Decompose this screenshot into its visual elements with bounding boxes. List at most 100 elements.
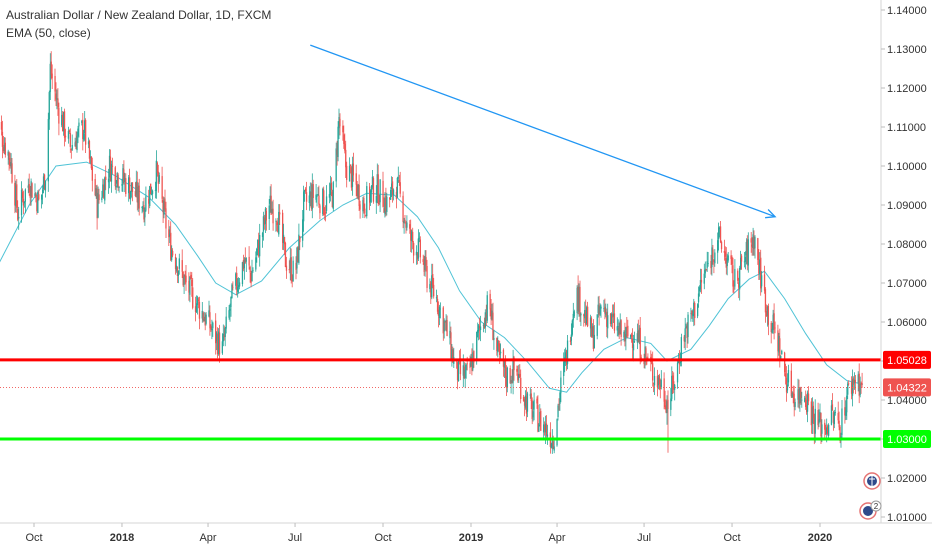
candle (806, 394, 808, 415)
candle (787, 364, 790, 387)
candle (854, 375, 856, 395)
candle (491, 303, 493, 321)
candle (791, 391, 793, 398)
candle (605, 303, 607, 318)
candle (10, 153, 12, 174)
candle (237, 278, 239, 298)
candle (671, 366, 673, 402)
symbol-title[interactable]: Australian Dollar / New Zealand Dollar, … (6, 8, 272, 22)
event-flag-icon[interactable] (863, 472, 881, 490)
candle (225, 307, 227, 334)
candle (680, 333, 682, 367)
y-tick-label: 1.10000 (887, 161, 927, 173)
candle (659, 378, 661, 399)
candle (244, 247, 246, 264)
candle (409, 220, 411, 234)
candle (55, 82, 57, 106)
candle (770, 321, 772, 344)
candle (282, 223, 285, 251)
candle (278, 204, 280, 237)
candle (425, 250, 427, 272)
candle (149, 185, 151, 209)
candle (284, 241, 287, 268)
x-tick-label: Oct (723, 532, 740, 544)
candle (678, 350, 681, 374)
candle (478, 317, 481, 340)
candle (111, 157, 114, 175)
candle (714, 249, 716, 267)
candle (858, 363, 860, 404)
candle (331, 189, 333, 208)
candle (553, 440, 555, 454)
event-flag-icon-2[interactable]: 2 (859, 500, 882, 520)
candle (570, 323, 572, 346)
candle (61, 106, 63, 128)
drawings-layer (0, 44, 881, 441)
candle (502, 348, 505, 377)
candle (355, 164, 357, 197)
candle (405, 220, 407, 234)
candle (538, 423, 540, 432)
candle (77, 125, 79, 144)
candle (81, 119, 83, 126)
svg-text:2: 2 (874, 502, 879, 511)
indicator-label[interactable]: EMA (50, close) (6, 26, 91, 40)
candle (165, 201, 167, 238)
candle (88, 139, 91, 164)
candle (503, 360, 506, 378)
candle (457, 359, 460, 382)
price-tag[interactable]: 1.05028 (883, 350, 931, 369)
candle (107, 168, 110, 194)
candle (794, 398, 796, 411)
candle (359, 200, 361, 219)
candle (218, 324, 221, 363)
candle (383, 197, 385, 213)
candle (445, 314, 447, 332)
candle (810, 398, 812, 434)
candle (670, 387, 672, 417)
candle (857, 371, 859, 392)
candle (780, 355, 782, 359)
trend-line[interactable] (310, 44, 776, 218)
candle (666, 395, 668, 425)
x-tick-label: Oct (25, 532, 42, 544)
candle (34, 183, 36, 198)
y-tick-label: 1.13000 (887, 44, 927, 56)
candle (560, 370, 562, 403)
candle (492, 302, 494, 341)
price-tag[interactable]: 1.03000 (883, 430, 931, 448)
y-tick-label: 1.07000 (887, 278, 927, 290)
candle (202, 311, 204, 323)
candle (238, 277, 240, 294)
candle (396, 176, 398, 198)
candle (532, 401, 534, 422)
candle (163, 197, 165, 219)
candle (272, 199, 274, 231)
candle (764, 287, 767, 323)
candle (442, 306, 444, 341)
candle (637, 319, 639, 343)
candle (319, 203, 321, 220)
candle (609, 313, 612, 327)
candle (29, 185, 31, 206)
candle (130, 182, 133, 198)
candle (422, 254, 424, 265)
candle (751, 237, 753, 256)
candle (231, 283, 233, 299)
candle (509, 365, 511, 384)
candle (318, 185, 320, 208)
candle (707, 252, 709, 267)
candle (559, 391, 561, 411)
candle (14, 174, 16, 214)
candle (665, 399, 667, 414)
candle (122, 164, 124, 192)
candle (342, 120, 344, 141)
price-tag[interactable]: 1.04322 (883, 378, 931, 397)
candle (325, 185, 328, 214)
candle (719, 221, 722, 244)
candle (784, 351, 786, 377)
candle (0, 115, 3, 136)
candle (566, 335, 569, 370)
candle (194, 296, 197, 322)
